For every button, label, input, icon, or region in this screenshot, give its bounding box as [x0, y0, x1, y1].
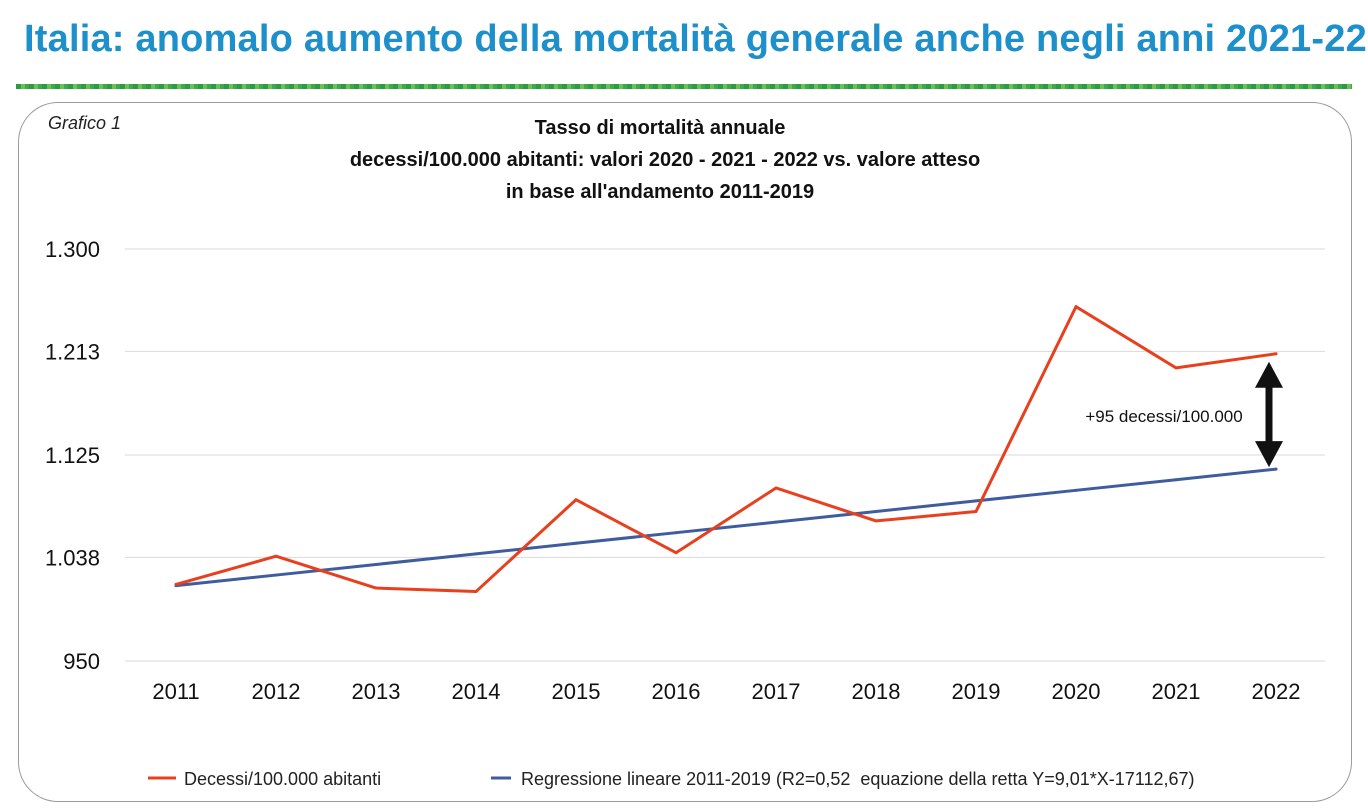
y-tick-label: 1.038: [45, 545, 100, 570]
data-point-regression: [874, 510, 878, 514]
page-title: Italia: anomalo aumento della mortalità …: [24, 18, 1367, 60]
data-point-regression: [574, 541, 578, 545]
figure-label: Grafico 1: [48, 113, 121, 133]
x-tick-label: 2020: [1052, 679, 1101, 704]
x-tick-label: 2013: [352, 679, 401, 704]
data-point-regression: [474, 552, 478, 556]
y-tick-label: 950: [63, 649, 100, 674]
data-point-regression: [274, 573, 278, 577]
data-point-regression: [374, 562, 378, 566]
chart-title-line-2: decessi/100.000 abitanti: valori 2020 - …: [350, 149, 980, 171]
data-point-regression: [1174, 478, 1178, 482]
annotation-label: +95 decessi/100.000: [1085, 407, 1242, 426]
data-point-deaths: [974, 510, 978, 514]
data-point-regression: [1074, 488, 1078, 492]
x-tick-label: 2016: [652, 679, 701, 704]
x-tick-label: 2018: [852, 679, 901, 704]
data-point-regression: [774, 520, 778, 524]
x-tick-label: 2019: [952, 679, 1001, 704]
y-tick-label: 1.213: [45, 339, 100, 364]
chart-title-line-1: Tasso di mortalità annuale: [535, 117, 786, 139]
data-point-deaths: [574, 498, 578, 502]
data-point-deaths: [1274, 352, 1278, 356]
data-point-deaths: [774, 486, 778, 490]
x-tick-label: 2021: [1152, 679, 1201, 704]
data-point-regression: [674, 531, 678, 535]
data-point-deaths: [1074, 305, 1078, 309]
annotation-arrowhead-down: [1255, 441, 1283, 468]
y-tick-label: 1.125: [45, 443, 100, 468]
legend-label: Regressione lineare 2011-2019 (R2=0,52 e…: [521, 769, 1194, 789]
x-tick-label: 2012: [252, 679, 301, 704]
y-tick-label: 1.300: [45, 237, 100, 262]
legend-label: Decessi/100.000 abitanti: [184, 769, 381, 789]
data-point-deaths: [474, 590, 478, 594]
chart-frame: [18, 102, 1352, 802]
x-tick-label: 2017: [752, 679, 801, 704]
x-tick-label: 2022: [1252, 679, 1301, 704]
annotation-arrowhead-up: [1255, 361, 1283, 388]
data-point-regression: [974, 499, 978, 503]
x-tick-label: 2011: [152, 679, 199, 704]
data-point-deaths: [674, 551, 678, 555]
data-point-deaths: [874, 519, 878, 523]
series-line-deaths: [174, 305, 1278, 594]
data-point-deaths: [274, 554, 278, 558]
title-divider: [16, 84, 1352, 89]
x-tick-label: 2015: [552, 679, 601, 704]
chart-title-line-3: in base all'andamento 2011-2019: [506, 181, 814, 203]
data-point-deaths: [374, 586, 378, 590]
data-point-deaths: [174, 582, 178, 586]
series-line-regression: [174, 467, 1278, 588]
data-point-deaths: [1174, 366, 1178, 370]
data-point-regression: [1274, 467, 1278, 471]
x-tick-label: 2014: [452, 679, 501, 704]
